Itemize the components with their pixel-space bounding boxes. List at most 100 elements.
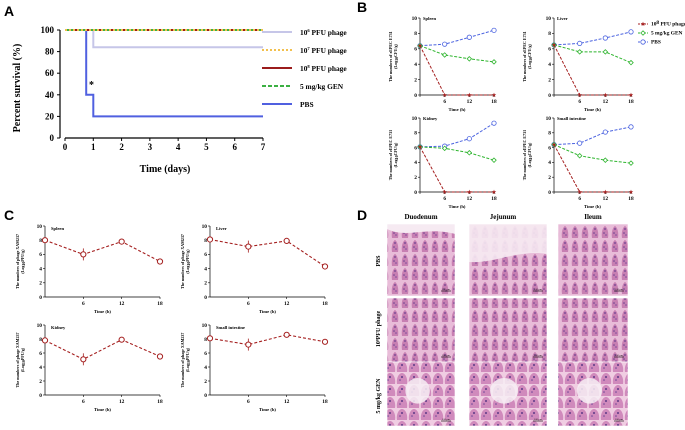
panel-label-a: A [4,3,14,19]
units-subscript: 10 [394,57,399,61]
bacterial-x-tick-label: 18 [628,196,634,202]
bacterial-data-point [628,59,634,66]
phage-subplot-title: Small intestine [216,325,245,330]
phage-y-tick-label: 4 [204,266,207,272]
phage-y-label: The numbers of phage XAM237 [180,333,185,388]
legend-rest: PBS [651,40,661,46]
phage-subplot-title: Kidney [51,325,66,330]
bacterial-y-tick-label: 0 [548,93,551,99]
phage-data-point [41,237,49,244]
bacterial-data-point [442,92,447,97]
bacterial-y-tick-label: 0 [414,190,417,196]
histology-tile: 100 μm [386,361,456,427]
phage-y-tick-label: 8 [204,337,207,343]
bacterial-y-tick-label: 2 [414,175,417,181]
units-subscript: 10 [186,360,191,364]
histology-row-gen: 5 mg/kg GEN [376,378,382,414]
survival-legend-label: 106 PFU phage [300,28,347,37]
phage-x-tick-label: 6 [247,301,250,307]
histology-lumen [576,378,603,404]
histology-tissue [387,224,455,296]
bacterial-y-tick-label: 8 [548,131,551,137]
phage-data-point [118,336,125,343]
units-rest: CFU/g) [527,44,532,57]
bacterial-y-tick-label: 10 [412,116,418,122]
bacterial-y-tick-label: 8 [548,31,551,37]
bacterial-legend-marker [640,30,646,36]
scale-bar-label: 100 μm [615,288,623,291]
units-prefix: (Log [527,61,532,69]
survival-curve [65,29,263,118]
panel-label-c: C [4,207,14,223]
bacterial-series-line [553,144,631,193]
survival-chart: Percent survival (%) Time (days) * 0 1 2 3 4… [12,25,347,175]
bacterial-data-point [602,129,608,135]
bacterial-data-point [628,29,634,35]
bacterial-y-tick-label: 2 [414,77,417,83]
histology-tile: 100 μm [468,361,548,427]
bacterial-x-tick-label: 6 [578,99,581,105]
scale-bar-label: 100 μm [442,354,450,357]
histology-lumen [405,378,430,404]
histology-border [468,361,548,427]
phage-x-tick-label: 12 [119,301,125,307]
survival-x-tick-label: 2 [119,142,124,152]
phage-load-charts: 0 2 4 6 8 10 6 12 18 Time (h) Spleen The numbers of… [15,224,329,412]
bacterial-x-tick-label: 18 [491,196,497,202]
bacterial-load-legend: 108 PFU phage 5 mg/kg GEN PBS [638,20,685,46]
legend-exponent: 8 [656,20,659,26]
bacterial-x-label: Time (h) [584,107,601,112]
bacterial-load-chart: 0 2 4 6 8 10 6 12 18 Time (h) Small intestine The n… [522,116,634,209]
bacterial-y-label-line1: The numbers of zEPEC E731 [388,130,393,180]
bacterial-data-point [602,49,609,55]
bacterial-y-tick-label: 10 [412,16,418,22]
histology-panel: Duodenum Jejunum Ileum PBS 10⁸PFU phage … [376,213,629,427]
phage-x-label: Time (h) [259,309,276,314]
histology-tile: 100 μm [386,223,456,297]
histology-tissue [558,224,628,296]
legend-rest: PFU phage [310,64,348,73]
bacterial-data-point [491,157,497,163]
bacterial-data-point [603,92,608,97]
bacterial-y-tick-label: 8 [414,131,417,137]
phage-y-tick-label: 4 [39,365,42,371]
histology-lumen [469,224,547,263]
bacterial-y-label-units: (Log10CFU/g) [393,44,399,69]
survival-x-label: Time (days) [140,164,191,175]
phage-data-point [206,335,214,342]
phage-y-tick-label: 6 [204,252,207,258]
phage-x-label: Time (h) [259,407,276,412]
survival-x-tick-label: 0 [63,142,68,152]
units-subscript: 10 [528,155,533,159]
bacterial-legend-label: 108 PFU phage [651,20,685,28]
bacterial-series-line [553,44,631,96]
histology-tile: 100 μm [557,223,629,297]
bacterial-subplot-title: Kidney [423,116,438,121]
units-subscript: 10 [528,57,533,61]
bacterial-x-label: Time (h) [449,107,466,112]
bacterial-y-label-line1: The numbers of zEPEC E731 [388,31,393,81]
phage-x-tick-label: 18 [322,301,328,307]
phage-y-label-line1: The numbers of phage XAM237 [15,333,20,388]
survival-legend-label: 5 mg/kg GEN [300,82,344,91]
bacterial-load-chart: 0 2 4 6 8 10 6 12 18 Time (h) Liver The numbers of … [522,16,634,112]
bacterial-legend-label: PBS [651,40,661,46]
bacterial-data-point [467,92,472,97]
units-rest: CFU/g) [393,142,398,155]
survival-y-label: Percent survival (%) [12,44,23,133]
scale-bar-label: 100 μm [615,418,623,421]
phage-y-label-units: (Log10PFU/g) [20,249,26,274]
phage-data-point [156,353,164,360]
bacterial-y-tick-label: 2 [548,175,551,181]
bacterial-series-line [419,45,495,63]
bacterial-series-line [553,44,632,64]
bacterial-series-line [553,31,632,46]
legend-exponent: 8 [307,64,310,69]
bacterial-data-point [441,145,448,152]
phage-data-point [245,243,252,250]
bacterial-data-point [576,49,583,55]
histology-tile: 100 μm [557,361,629,427]
significance-marker: * [89,80,94,91]
histology-tissue [469,298,547,362]
